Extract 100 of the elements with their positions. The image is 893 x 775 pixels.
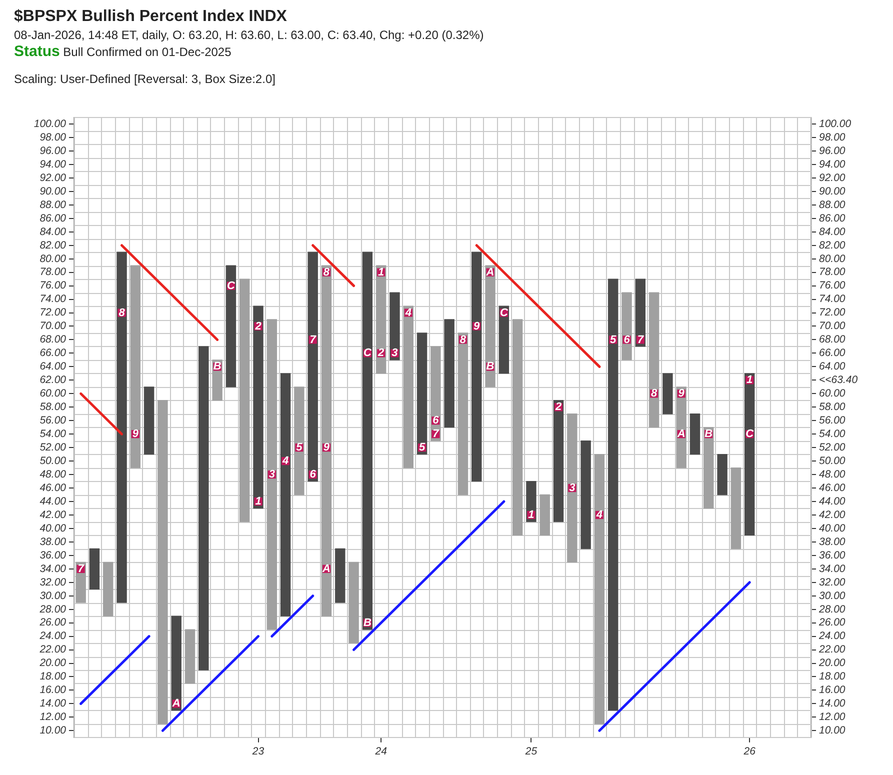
y-tick-label: 20.00	[38, 657, 66, 670]
bar	[390, 292, 400, 360]
y-tick-label: 92.00	[40, 172, 66, 184]
bar	[144, 386, 154, 455]
text: 8	[650, 388, 658, 400]
bar	[416, 332, 428, 455]
text: Status Bull Confirmed on 01-Dec-2025	[14, 43, 232, 60]
y-tick-label: 86.00	[40, 212, 66, 224]
y-tick-label: 60.00	[40, 388, 66, 400]
bar	[212, 360, 222, 401]
y-tick-label: 30.00	[40, 590, 66, 602]
y2-tick-label: 14.00	[819, 698, 846, 710]
bar	[594, 454, 605, 724]
y2-tick-label: 60.00	[819, 388, 846, 400]
y2-tick-label: 98.00	[819, 131, 846, 144]
y-tick-label: 34.00	[40, 562, 66, 575]
bar	[226, 265, 236, 388]
bar	[485, 265, 496, 388]
y-tick-label: 82.00	[40, 239, 66, 252]
y2-tick-label: 54.00	[819, 428, 846, 440]
bar	[430, 346, 441, 442]
series-label: B	[704, 428, 713, 440]
y2-tick-label: 30.00	[819, 590, 846, 602]
y-tick-label: 18.00	[40, 670, 66, 683]
bar	[622, 292, 632, 360]
text: A	[486, 266, 494, 278]
bar	[362, 252, 373, 630]
bar	[553, 400, 564, 522]
bar	[662, 373, 673, 414]
text: B	[213, 360, 222, 373]
y2-tick-label: 40.00	[819, 522, 846, 534]
bar	[89, 548, 100, 590]
bar	[116, 252, 127, 603]
bar	[335, 548, 346, 603]
bar	[403, 306, 414, 468]
text: 6	[432, 414, 439, 427]
bar	[512, 319, 523, 536]
bar	[635, 278, 646, 347]
bar	[103, 562, 114, 616]
bar	[744, 373, 755, 536]
series-label: 7	[310, 334, 317, 346]
y2-tick-label: 56.00	[819, 414, 846, 427]
y2-tick-label: 78.00	[819, 266, 846, 278]
y2-tick-label: 34.00	[819, 562, 846, 575]
text: A	[172, 698, 180, 710]
y-tick-label: 80.00	[40, 252, 66, 265]
y2-tick-label: 82.00	[819, 239, 846, 252]
y2-tick-label: 72.00	[819, 306, 846, 319]
y2-tick-label: 96.00	[819, 144, 846, 157]
text: 1	[378, 266, 384, 278]
bar	[348, 562, 359, 644]
bar	[730, 467, 742, 550]
text: 9	[323, 442, 330, 454]
y2-tick-label: 38.00	[819, 536, 846, 548]
text: 9	[474, 320, 480, 332]
y-tick-label: 32.00	[40, 576, 66, 588]
y2-tick-label: 74.00	[819, 293, 846, 306]
text: 7	[637, 334, 644, 346]
y-tick-label: 56.00	[40, 414, 66, 427]
bar	[198, 346, 209, 670]
y2-tick-label: 80.00	[819, 252, 846, 265]
y-tick-label: 36.00	[40, 549, 66, 562]
y2-tick-label: 76.00	[819, 280, 846, 292]
bar	[266, 319, 278, 630]
y2-tick-label: 16.00	[819, 684, 846, 696]
bar	[472, 252, 482, 482]
y-tick-label: 100.00	[34, 118, 66, 130]
y2-tick-label: 18.00	[819, 670, 846, 683]
y2-tick-label: 20.00	[818, 657, 846, 670]
y-tick-label: 44.00	[40, 495, 66, 508]
y-tick-label: 90.00	[40, 185, 66, 198]
x-tick-label: 26	[742, 746, 756, 758]
bar	[498, 306, 510, 374]
y2-tick-label: 12.00	[819, 711, 846, 724]
text: 7	[432, 428, 439, 440]
y2-tick-label: 42.00	[819, 508, 846, 521]
y2-tick-label: 36.00	[819, 549, 846, 562]
y2-tick-label: 88.00	[819, 198, 846, 211]
y2-tick-label: 68.00	[819, 334, 846, 346]
y2-tick-label: <<63.40	[819, 374, 858, 386]
bar	[253, 306, 264, 509]
y2-tick-label: 84.00	[819, 226, 846, 238]
text: 7	[78, 562, 84, 575]
series-label: 8	[460, 334, 467, 346]
y-tick-label: 96.00	[40, 144, 66, 157]
y2-tick-label: 58.00	[819, 401, 846, 414]
y2-tick-label: 90.00	[819, 185, 846, 198]
y-tick-label: 28.00	[38, 603, 66, 616]
bar	[704, 427, 714, 509]
text: 3	[569, 482, 576, 494]
y-tick-label: 26.00	[38, 616, 66, 629]
series-label: 6	[624, 334, 631, 346]
bar	[321, 265, 332, 616]
text: B	[486, 360, 494, 373]
y-tick-label: 50.00	[40, 454, 66, 467]
series-label: 2	[254, 320, 262, 332]
y2-tick-label: 26.00	[818, 616, 846, 629]
y2-tick-label: 86.00	[819, 212, 846, 224]
y-tick-label: 16.00	[40, 684, 66, 696]
y2-tick-label: 92.00	[819, 172, 846, 184]
